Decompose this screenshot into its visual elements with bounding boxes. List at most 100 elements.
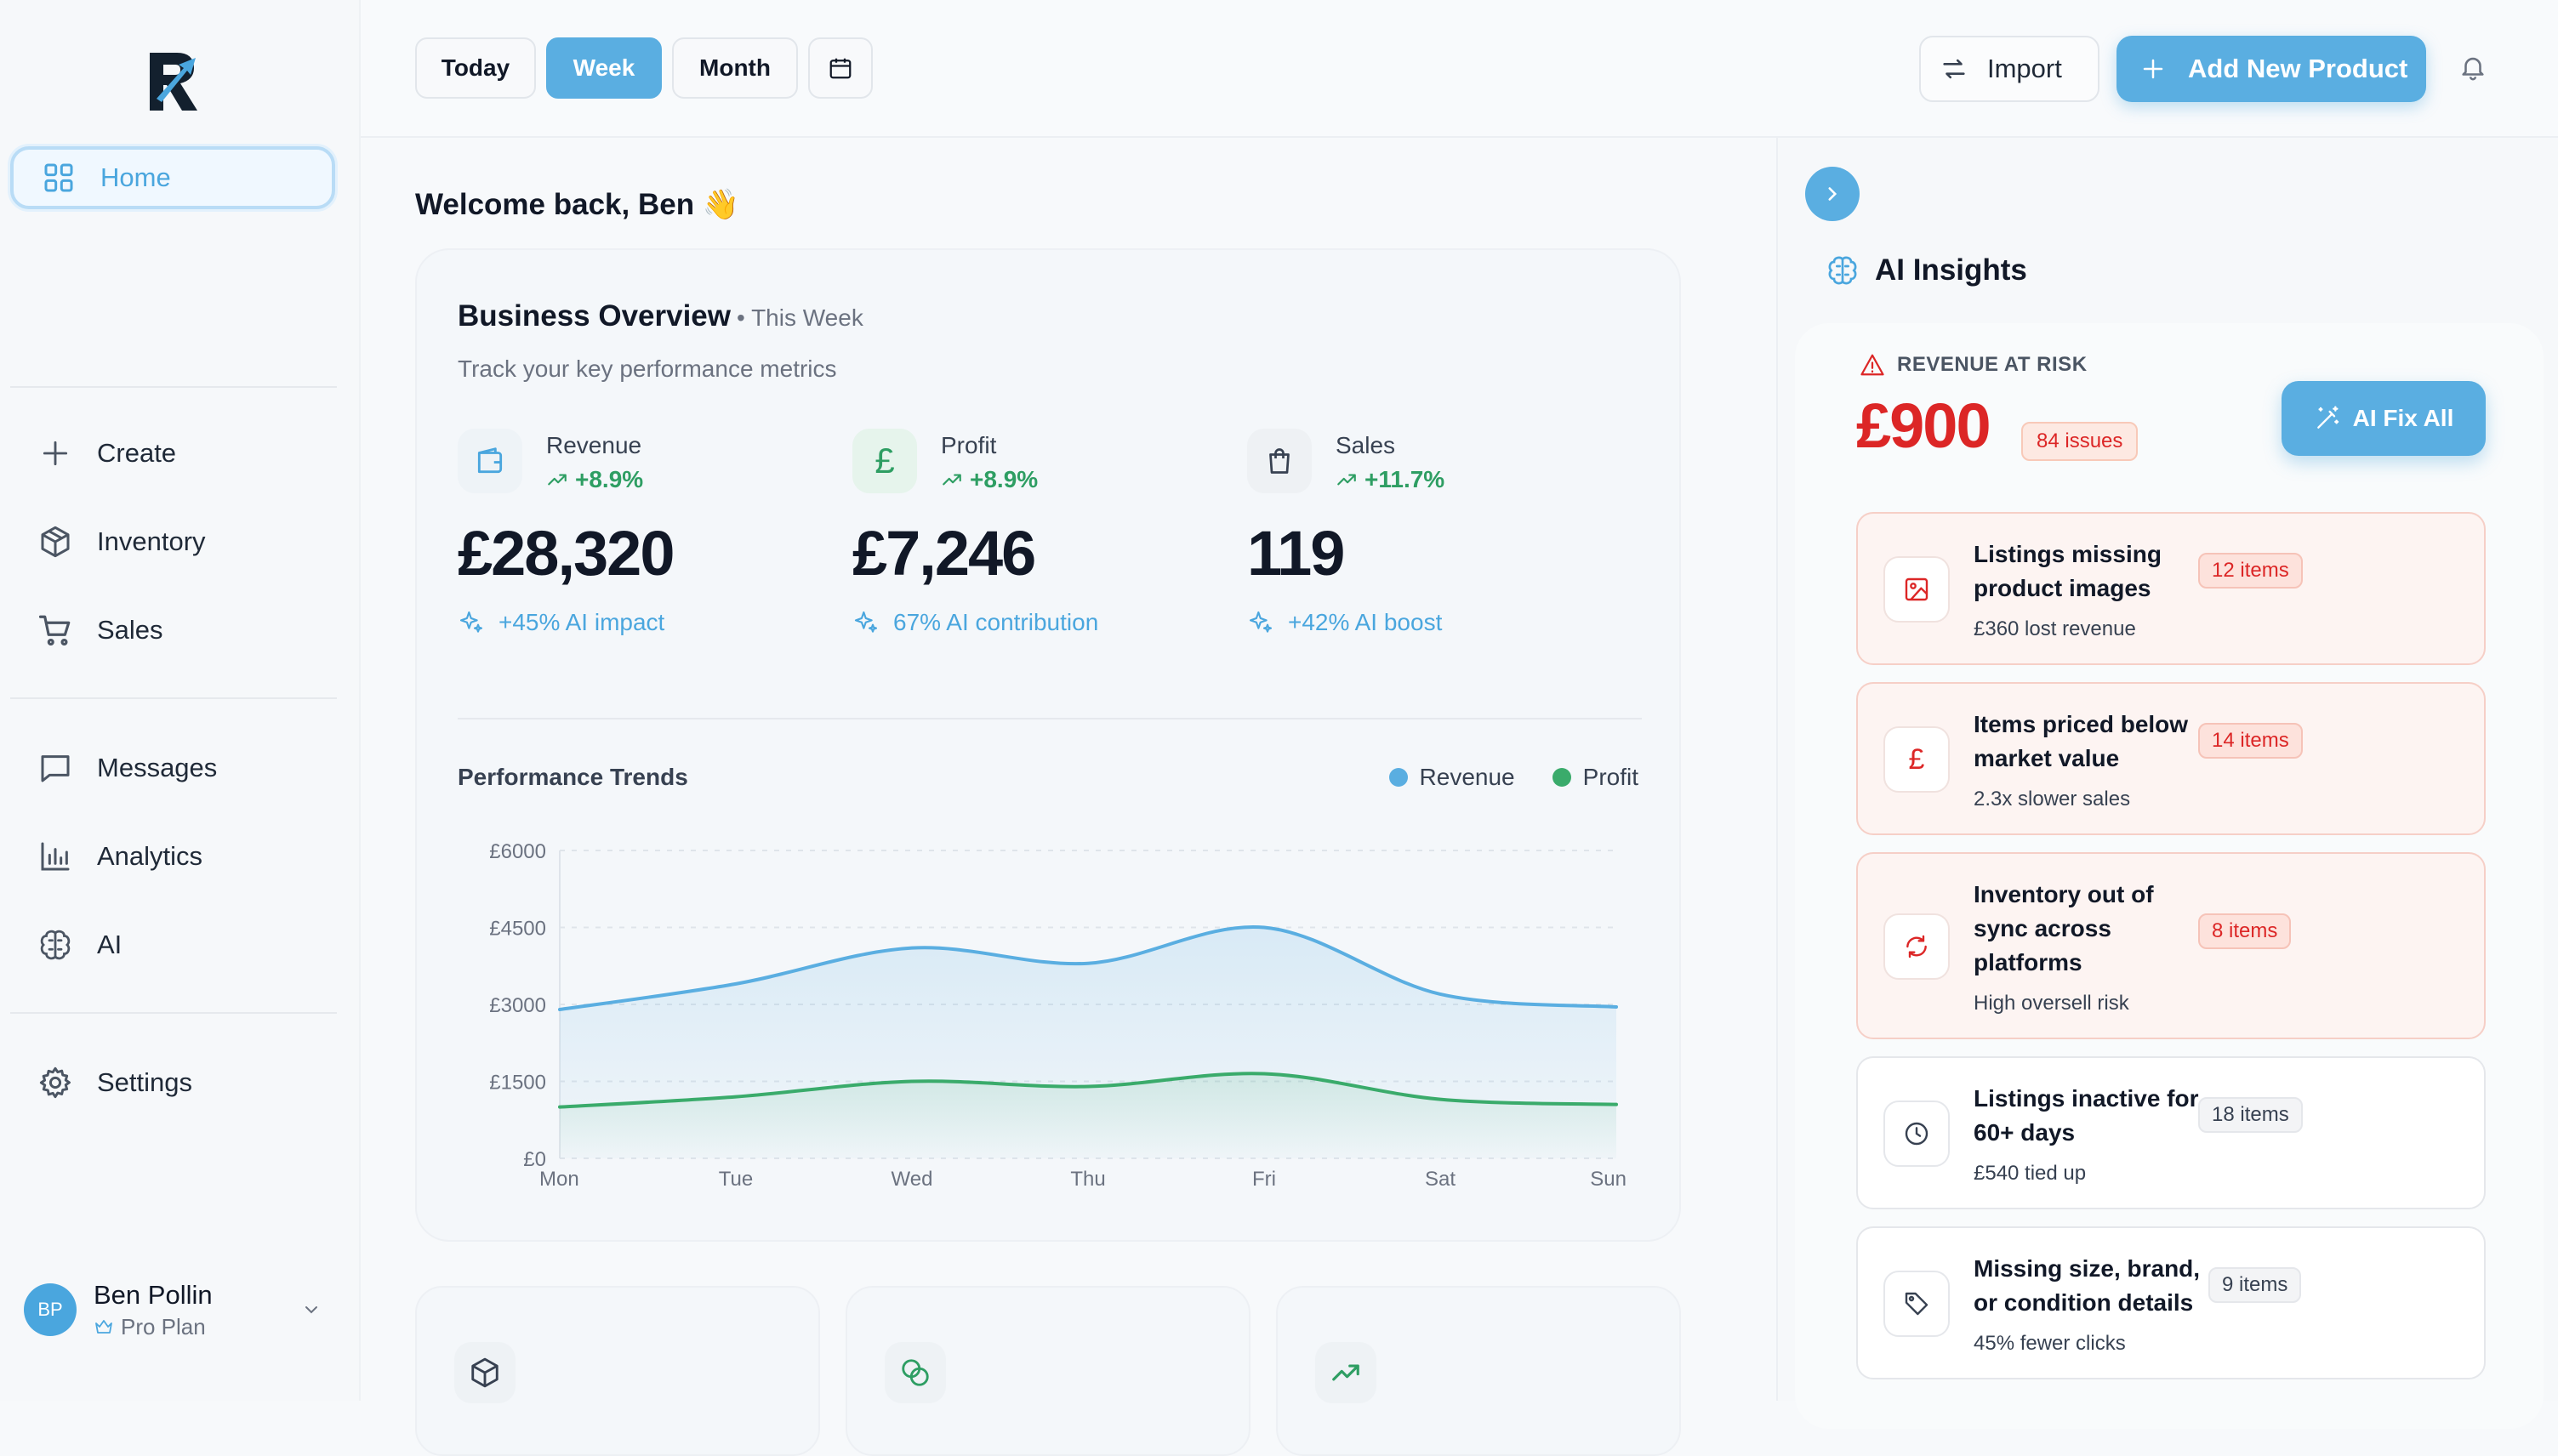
chart-lines — [558, 924, 1618, 1109]
sparkle-icon — [852, 609, 880, 636]
trend-up-icon — [1315, 1342, 1376, 1403]
shopping-bag-icon — [1247, 429, 1312, 493]
brand-logo[interactable] — [141, 48, 209, 116]
insight-badge: 18 items — [2198, 1097, 2303, 1133]
issues-badge: 84 issues — [2021, 422, 2139, 461]
metric-change-value: +8.9% — [970, 466, 1039, 492]
summary-card-inventory[interactable] — [415, 1286, 820, 1456]
overview-period: • This Week — [737, 304, 863, 331]
y-tick-label: £1500 — [489, 1072, 546, 1095]
insight-badge: 14 items — [2198, 723, 2303, 759]
overview-description: Track your key performance metrics — [458, 355, 837, 382]
insight-title: Inventory out of sync across platforms — [1974, 881, 2154, 975]
gear-icon — [36, 1063, 75, 1102]
sync-icon — [1883, 913, 1950, 980]
box-icon — [36, 522, 75, 561]
y-tick-label: £0 — [523, 1148, 546, 1171]
y-tick-label: £3000 — [489, 994, 546, 1017]
x-tick-label: Tue — [719, 1168, 753, 1191]
metric-ai-note-text: +42% AI boost — [1288, 609, 1443, 635]
insight-out-of-sync[interactable]: Inventory out of sync across platforms H… — [1856, 852, 2486, 1039]
message-icon — [36, 748, 75, 788]
revenue-at-risk-value: £900 — [1856, 390, 1991, 461]
metric-ai-note: +45% AI impact — [458, 609, 664, 636]
trend-up-icon — [941, 469, 963, 491]
chart-legend: Revenue Profit — [1388, 764, 1638, 791]
sidebar-item-settings[interactable]: Settings — [10, 1051, 335, 1114]
sidebar-item-inventory[interactable]: Inventory — [10, 510, 335, 573]
sidebar-item-messages[interactable]: Messages — [10, 737, 335, 799]
chevron-down-icon[interactable] — [301, 1300, 322, 1320]
metric-ai-note-text: 67% AI contribution — [893, 609, 1099, 635]
insight-subtitle: High oversell risk — [1974, 992, 2129, 1015]
metric-revenue: Revenue +8.9% £28,320 +45% AI impact — [458, 429, 832, 650]
sidebar-item-home[interactable]: Home — [10, 146, 335, 209]
sidebar-item-label: Inventory — [97, 526, 206, 556]
period-today-button[interactable]: Today — [415, 37, 536, 99]
x-tick-label: Thu — [1070, 1168, 1105, 1191]
ai-fix-all-button[interactable]: AI Fix All — [2282, 381, 2486, 456]
insight-title: Items priced below market value — [1974, 711, 2189, 771]
metric-change-value: +11.7% — [1364, 466, 1445, 492]
image-icon — [1883, 556, 1950, 623]
calendar-button[interactable] — [808, 37, 873, 99]
profit-line — [558, 1072, 1618, 1109]
period-week-button[interactable]: Week — [546, 37, 662, 99]
sidebar-item-label: Messages — [97, 753, 218, 782]
period-month-button[interactable]: Month — [672, 37, 798, 99]
plus-icon — [2140, 56, 2166, 82]
x-tick-label: Sun — [1590, 1168, 1627, 1191]
add-new-product-button[interactable]: Add New Product — [2116, 36, 2426, 102]
avatar: BP — [24, 1283, 77, 1336]
revenue-line — [558, 924, 1618, 1012]
sidebar-item-sales[interactable]: Sales — [10, 599, 335, 662]
insight-title: Listings inactive for 60+ days — [1974, 1085, 2199, 1146]
metric-ai-note-text: +45% AI impact — [498, 609, 665, 635]
sidebar-item-ai[interactable]: AI — [10, 913, 335, 976]
coins-icon — [885, 1342, 946, 1403]
user-name: Ben Pollin — [94, 1279, 213, 1310]
insight-badge: 8 items — [2198, 913, 2292, 949]
bell-icon[interactable] — [2458, 53, 2487, 82]
brain-icon — [1826, 253, 1860, 287]
insight-badge: 12 items — [2198, 553, 2303, 589]
bar-chart-icon — [36, 837, 75, 876]
metric-change-value: +8.9% — [575, 466, 644, 492]
metric-ai-note: 67% AI contribution — [852, 609, 1098, 636]
insight-underpriced[interactable]: £ Items priced below market value 2.3x s… — [1856, 682, 2486, 835]
sidebar-item-label: Sales — [97, 615, 163, 645]
insight-inactive-listings[interactable]: Listings inactive for 60+ days £540 tied… — [1856, 1056, 2486, 1209]
metric-change: +8.9% — [546, 466, 643, 493]
metric-label: Sales — [1336, 432, 1396, 458]
insight-missing-images[interactable]: Listings missing product images £360 los… — [1856, 512, 2486, 665]
sidebar-item-create[interactable]: Create — [10, 422, 335, 485]
ai-fix-all-label: AI Fix All — [2352, 405, 2454, 431]
metric-value: £7,246 — [852, 518, 1036, 589]
metric-label: Revenue — [546, 432, 642, 458]
insight-title: Missing size, brand, or condition detail… — [1974, 1255, 2201, 1316]
summary-card-trend[interactable] — [1276, 1286, 1681, 1456]
divider — [10, 386, 337, 388]
metric-change: +8.9% — [941, 466, 1038, 493]
insight-missing-details[interactable]: Missing size, brand, or condition detail… — [1856, 1226, 2486, 1379]
sparkle-icon — [1247, 609, 1274, 636]
divider — [10, 1012, 337, 1014]
summary-card-coins[interactable] — [846, 1286, 1251, 1456]
insight-badge: 9 items — [2208, 1267, 2302, 1303]
collapse-panel-button[interactable] — [1805, 167, 1860, 221]
sidebar-item-label: Analytics — [97, 841, 203, 871]
grid-icon — [39, 158, 78, 197]
metric-change: +11.7% — [1336, 466, 1444, 493]
sidebar-item-label: Home — [100, 162, 171, 192]
user-menu[interactable]: BP Ben Pollin Pro Plan — [10, 1267, 337, 1352]
trend-up-icon — [1336, 469, 1358, 491]
import-button[interactable]: Import — [1919, 36, 2099, 102]
metric-ai-note: +42% AI boost — [1247, 609, 1442, 636]
wallet-icon — [458, 429, 522, 493]
add-new-product-label: Add New Product — [2188, 54, 2408, 83]
chart-areas — [560, 926, 1616, 1158]
ai-insights-title: AI Insights — [1826, 253, 2027, 287]
metric-profit: £ Profit +8.9% £7,246 67% AI contributio… — [852, 429, 1227, 650]
sidebar-item-analytics[interactable]: Analytics — [10, 825, 335, 888]
